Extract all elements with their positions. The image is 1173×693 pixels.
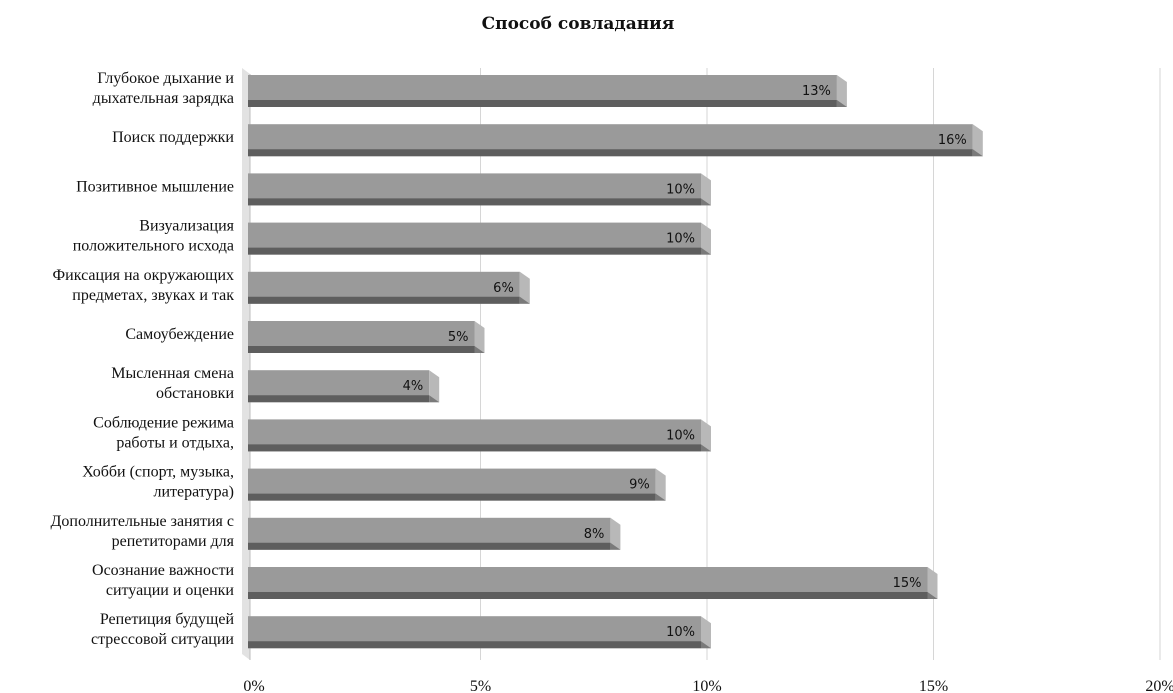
category-label: Поиск поддержки: [112, 129, 234, 146]
data-label: 10%: [666, 625, 695, 640]
category-label: Осознание важности: [92, 562, 234, 579]
category-label: Мысленная смена: [111, 365, 234, 382]
category-label: Позитивное мышление: [76, 178, 234, 195]
bar-side-shadow: [429, 395, 440, 403]
category-label: ситуации и оценки: [106, 582, 235, 599]
category-label: литература): [153, 484, 234, 501]
bar-bottom: [248, 346, 475, 353]
bar-side: [701, 419, 711, 452]
category-label: Хобби (спорт, музыка,: [82, 464, 234, 481]
bar-bottom: [248, 100, 837, 107]
bar-bottom: [248, 198, 701, 206]
bar: 10%: [248, 616, 711, 649]
bar: 15%: [248, 567, 938, 599]
category-label: Глубокое дыхание и: [97, 70, 234, 87]
x-tick-label: 10%: [692, 678, 721, 693]
data-label: 5%: [448, 330, 469, 345]
category-label: Репетиция будущей: [100, 611, 235, 628]
bar-side-shadow: [836, 100, 847, 107]
category-label: положительного исхода: [73, 238, 234, 255]
bar-side-shadow: [701, 641, 711, 649]
bar: 10%: [248, 173, 711, 206]
category-label: Фиксация на окружающих: [53, 267, 234, 284]
category-label: предметах, звуках и так: [72, 287, 234, 304]
bar: 9%: [248, 468, 666, 501]
data-label: 10%: [666, 182, 695, 197]
axis-wall: [242, 68, 251, 660]
x-tick-label: 5%: [470, 678, 491, 693]
bar: 5%: [248, 321, 485, 353]
bar-bottom: [248, 247, 701, 255]
bar-bottom: [248, 395, 430, 403]
bar-side: [836, 75, 847, 107]
category-label: Соблюдение режима: [93, 414, 234, 431]
bar-side: [655, 468, 666, 501]
bar-side: [701, 222, 711, 255]
bars: 13% 16% 10% 10% 6% 5% 4% 10% 9% 8% 15% 10%: [248, 75, 983, 649]
bar-side: [519, 271, 530, 304]
bar-side-shadow: [972, 149, 983, 157]
bar-side-shadow: [701, 444, 711, 452]
left-wall: [242, 68, 250, 660]
x-tick-label: 20%: [1145, 678, 1173, 693]
data-label: 10%: [666, 428, 695, 443]
bar-side: [701, 173, 711, 206]
x-axis-ticks: 0% 5% 10% 15% 20%: [243, 678, 1173, 693]
bar-bottom: [248, 493, 656, 501]
bar-bottom: [248, 444, 701, 452]
bar-side: [429, 370, 440, 403]
bar-side-shadow: [701, 247, 711, 255]
bar-side: [701, 616, 711, 649]
bar: 10%: [248, 222, 711, 255]
bar-bottom: [248, 592, 928, 599]
data-label: 16%: [938, 133, 967, 148]
category-label: обстановки: [156, 385, 234, 402]
data-label: 8%: [584, 527, 605, 542]
bar-bottom: [248, 296, 520, 304]
category-label: репетиторами для: [112, 533, 235, 550]
category-label: дыхательная зарядка: [93, 90, 234, 107]
bar-side-shadow: [519, 296, 530, 304]
bar-side-shadow: [927, 592, 938, 599]
data-label: 13%: [802, 84, 831, 99]
bar: 6%: [248, 271, 530, 304]
bar-side-shadow: [610, 542, 621, 550]
x-tick-label: 0%: [243, 678, 264, 693]
bar: 16%: [248, 124, 983, 157]
x-tick-label: 15%: [919, 678, 948, 693]
bar-side: [927, 567, 938, 599]
category-label: Дополнительные занятия с: [50, 513, 234, 530]
category-label: Визуализация: [139, 218, 234, 235]
bar-bottom: [248, 542, 611, 550]
category-label: Самоубеждение: [125, 326, 234, 343]
bar: 4%: [248, 370, 440, 403]
bar: 8%: [248, 517, 621, 550]
bar-side-shadow: [655, 493, 666, 501]
bar-side: [972, 124, 983, 157]
data-label: 10%: [666, 232, 695, 247]
data-label: 6%: [493, 281, 514, 296]
category-labels: Глубокое дыхание и дыхательная зарядка Пои…: [50, 70, 234, 648]
bar-side-shadow: [474, 346, 485, 353]
data-label: 15%: [893, 576, 922, 591]
bar-side: [610, 517, 621, 550]
category-label: стрессовой ситуации: [91, 631, 234, 648]
chart-title: Способ совладания: [482, 14, 675, 34]
data-label: 9%: [629, 478, 650, 493]
data-label: 4%: [403, 379, 424, 394]
grid-lines: [480, 68, 1161, 660]
bar-bottom: [248, 149, 973, 157]
bar-side: [474, 321, 485, 353]
bar-side-shadow: [701, 198, 711, 206]
bar-bottom: [248, 641, 701, 649]
category-label: работы и отдыха,: [116, 434, 234, 451]
bar: 13%: [248, 75, 847, 107]
bar: 10%: [248, 419, 711, 452]
